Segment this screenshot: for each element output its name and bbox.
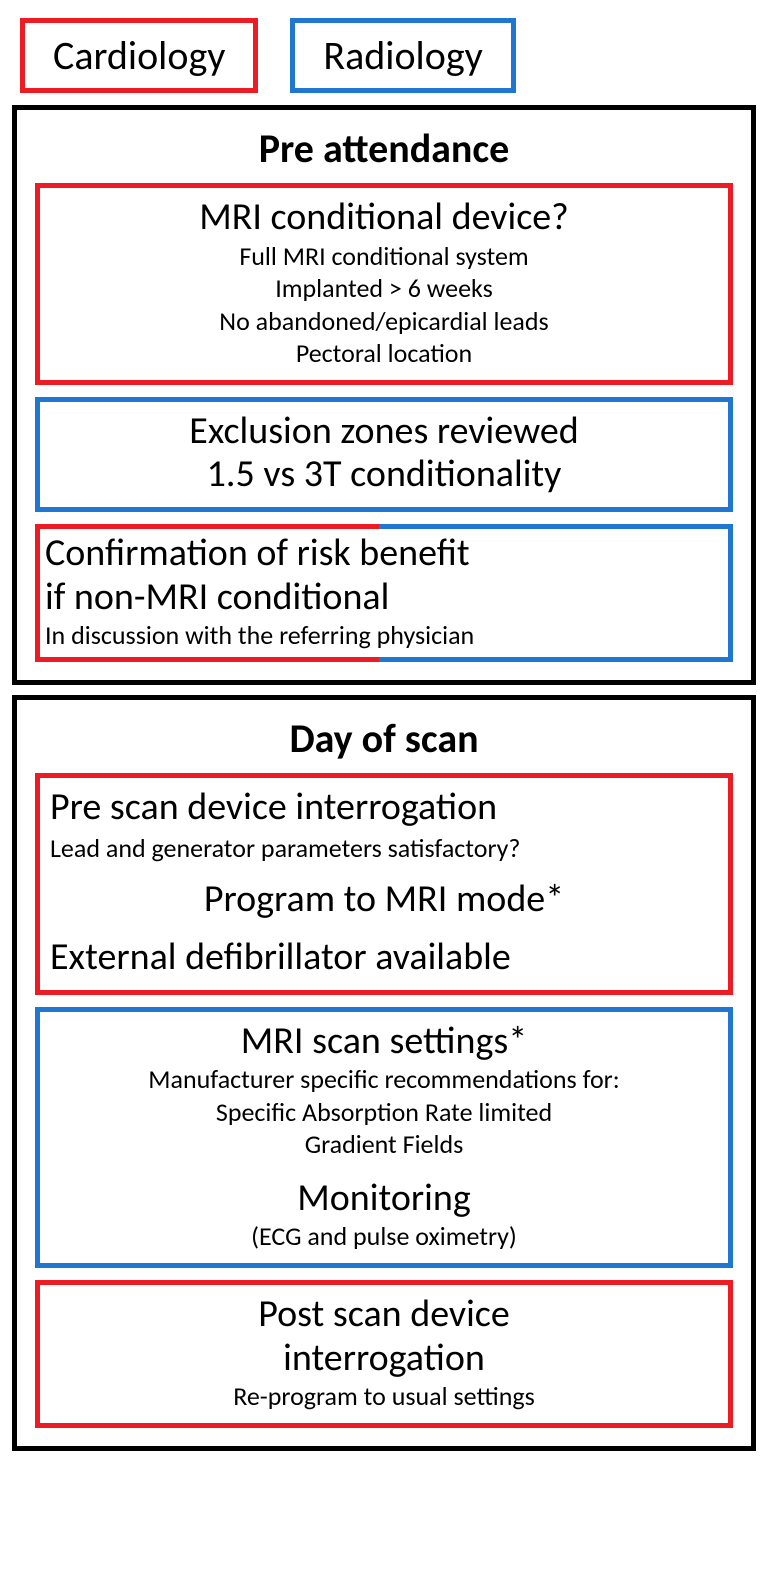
dbox1-l1: Pre scan device interrogation [50,786,718,830]
pre-attendance-title: Pre attendance [35,124,733,173]
box1-l2: Full MRI conditional system [50,240,718,273]
box3-l2: if non-MRI conditional [45,576,723,620]
pre-attendance-box-2: Exclusion zones reviewed 1.5 vs 3T condi… [35,397,733,512]
dbox2-l5: Monitoring [50,1177,718,1221]
day-box-3: Post scan device interrogation Re-progra… [35,1280,733,1428]
day-box-2: MRI scan settings* Manufacturer specific… [35,1007,733,1268]
box1-l4: No abandoned/epicardial leads [50,305,718,338]
dbox2-l1: MRI scan settings* [50,1020,718,1064]
box2-l2: 1.5 vs 3T conditionality [50,453,718,497]
pre-attendance-box-3: Confirmation of risk benefit if non-MRI … [35,524,733,662]
pre-attendance-box-1: MRI conditional device? Full MRI conditi… [35,183,733,385]
day-of-scan-title: Day of scan [35,714,733,763]
dbox2-l2: Manufacturer specific recommendations fo… [50,1063,718,1096]
legend-radiology-label: Radiology [323,31,482,80]
legend-cardiology-label: Cardiology [53,31,225,80]
dbox3-l2: interrogation [50,1337,718,1381]
legend-row: Cardiology Radiology [12,18,756,93]
dbox3-l1: Post scan device [50,1293,718,1337]
box2-l1: Exclusion zones reviewed [50,410,718,454]
box1-l1: MRI conditional device? [50,196,718,240]
legend-radiology: Radiology [290,18,515,93]
dbox3-l3: Re-program to usual settings [50,1380,718,1413]
day-box-1: Pre scan device interrogation Lead and g… [35,773,733,995]
dbox1-l2: Lead and generator parameters satisfacto… [50,832,718,865]
dbox1-l4: External defibrillator available [50,936,718,980]
dbox2-l6: (ECG and pulse oximetry) [50,1220,718,1253]
section-pre-attendance: Pre attendance MRI conditional device? F… [12,105,756,685]
dbox2-l3: Specific Absorption Rate limited [50,1096,718,1129]
dbox2-l4: Gradient Fields [50,1128,718,1161]
box1-l3: Implanted > 6 weeks [50,272,718,305]
box3-l3: In discussion with the referring physici… [45,619,723,652]
legend-cardiology: Cardiology [20,18,258,93]
box1-l5: Pectoral location [50,337,718,370]
dbox1-l3: Program to MRI mode* [50,878,718,922]
section-day-of-scan: Day of scan Pre scan device interrogatio… [12,695,756,1451]
box3-l1: Confirmation of risk benefit [45,532,723,576]
